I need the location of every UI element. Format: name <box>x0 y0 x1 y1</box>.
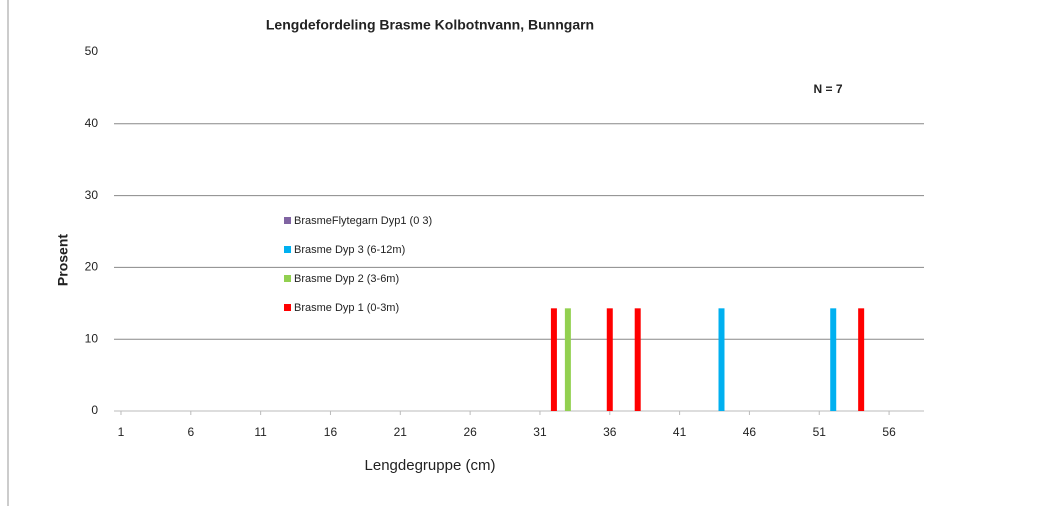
legend-label: BrasmeFlytegarn Dyp1 (0 3) <box>294 215 432 227</box>
x-tick-label: 6 <box>187 425 194 439</box>
x-tick-label: 16 <box>324 425 338 439</box>
y-tick-label: 30 <box>85 188 99 202</box>
y-tick-label: 40 <box>85 116 99 130</box>
y-tick-label: 20 <box>85 260 99 274</box>
x-tick-label: 56 <box>882 425 896 439</box>
y-axis-label: Prosent <box>55 234 71 286</box>
legend-swatch <box>284 275 291 282</box>
legend-label: Brasme Dyp 2 (3-6m) <box>294 273 399 285</box>
y-tick-label: 0 <box>91 403 98 417</box>
annotation: N = 7 <box>813 82 842 96</box>
legend-label: Brasme Dyp 1 (0-3m) <box>294 302 399 314</box>
legend-label: Brasme Dyp 3 (6-12m) <box>294 244 405 256</box>
x-tick-label: 11 <box>254 425 267 439</box>
legend-swatch <box>284 304 291 311</box>
bar <box>830 308 837 411</box>
x-tick-label: 21 <box>394 425 408 439</box>
x-tick-label: 26 <box>463 425 477 439</box>
x-tick-label: 51 <box>813 425 827 439</box>
legend-swatch <box>284 217 291 224</box>
x-tick-label: 36 <box>603 425 617 439</box>
y-tick-label: 10 <box>85 331 99 345</box>
x-tick-label: 46 <box>743 425 757 439</box>
bar <box>718 308 725 411</box>
chart-title: Lengdefordeling Brasme Kolbotnvann, Bunn… <box>266 17 594 33</box>
x-tick-label: 31 <box>533 425 547 439</box>
x-tick-label: 41 <box>673 425 687 439</box>
y-tick-label: 50 <box>85 44 99 58</box>
bar <box>606 308 613 411</box>
bar <box>858 308 865 411</box>
bar <box>634 308 641 411</box>
bar <box>550 308 557 411</box>
x-tick-label: 1 <box>118 425 125 439</box>
x-axis-label: Lengdegruppe (cm) <box>365 457 496 474</box>
bar <box>564 308 571 411</box>
legend-swatch <box>284 246 291 253</box>
